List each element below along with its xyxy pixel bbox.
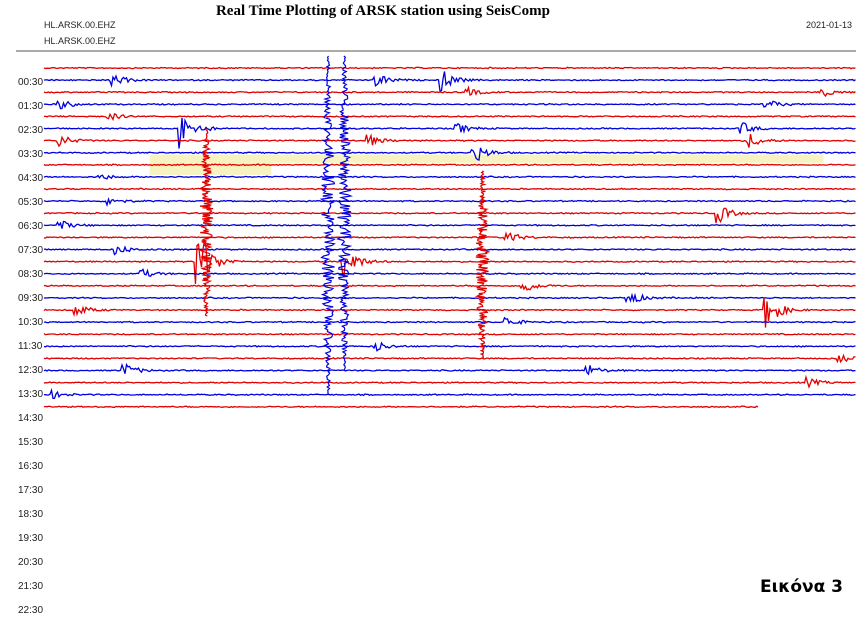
time-tick-label: 03:30 [18, 149, 43, 160]
time-tick-label: 18:30 [18, 509, 43, 520]
seismic-trace [43, 207, 856, 224]
chart-title: Real Time Plotting of ARSK station using… [216, 3, 550, 19]
trace-layer [43, 66, 856, 409]
time-tick-label: 16:30 [18, 461, 43, 472]
seismic-trace [43, 268, 856, 278]
stream-label-bottom: HL.ARSK.00.EHZ [44, 36, 116, 46]
seismic-trace [43, 292, 856, 304]
time-tick-label: 20:30 [18, 557, 43, 568]
seismic-trace [43, 231, 856, 242]
seismic-trace [43, 245, 856, 256]
seismic-trace [43, 71, 856, 92]
seismic-trace [43, 147, 856, 161]
seismic-trace [43, 297, 856, 328]
seismic-trace [43, 112, 856, 122]
seismic-trace [43, 117, 856, 149]
seismic-trace [43, 283, 856, 291]
time-tick-label: 05:30 [18, 197, 43, 208]
time-tick-label: 15:30 [18, 437, 43, 448]
earthquake-burst [198, 128, 214, 317]
seismic-trace [43, 316, 856, 326]
earthquake-burst [336, 55, 354, 371]
time-tick-label: 21:30 [18, 581, 43, 592]
time-tick-label: 09:30 [18, 293, 43, 304]
data-gap [271, 154, 824, 163]
time-tick-label: 12:30 [18, 365, 43, 376]
time-tick-label: 14:30 [18, 413, 43, 424]
earthquake-burst [474, 170, 491, 359]
seismic-trace [43, 133, 856, 148]
seismic-trace [43, 405, 759, 409]
seismic-trace [43, 163, 856, 167]
time-tick-label: 06:30 [18, 221, 43, 232]
seismic-trace [44, 100, 856, 110]
earthquake-burst [319, 55, 337, 396]
time-axis: 00:30 01:30 02:30 03:30 04:30 05:30 06:30 07:30… [18, 77, 43, 616]
seismic-trace [43, 197, 856, 207]
time-tick-label: 01:30 [18, 101, 43, 112]
time-tick-label: 13:30 [18, 389, 43, 400]
seismic-trace [43, 332, 856, 336]
time-tick-label: 22:30 [18, 605, 43, 616]
seismic-trace [43, 374, 856, 389]
seismic-trace [43, 353, 856, 364]
seismic-trace [43, 240, 856, 284]
seismic-trace [43, 85, 856, 98]
plot-date: 2021-01-13 [806, 20, 852, 30]
stream-label-top: HL.ARSK.00.EHZ [44, 20, 116, 30]
time-tick-label: 17:30 [18, 485, 43, 496]
time-tick-label: 19:30 [18, 533, 43, 544]
figure-caption: Εικόνα 3 [760, 577, 843, 597]
seismic-trace [43, 387, 856, 400]
seismic-trace [43, 220, 856, 229]
seismic-trace [43, 187, 856, 191]
time-tick-label: 04:30 [18, 173, 43, 184]
seismic-trace [43, 362, 856, 376]
event-layer [198, 55, 491, 396]
seismic-trace [43, 174, 856, 180]
seismic-trace [43, 66, 856, 70]
time-tick-label: 11:30 [18, 341, 43, 352]
time-tick-label: 07:30 [18, 245, 43, 256]
time-tick-label: 08:30 [18, 269, 43, 280]
time-tick-label: 00:30 [18, 77, 43, 88]
time-tick-label: 10:30 [18, 317, 43, 328]
seismic-trace [43, 341, 856, 352]
time-tick-label: 02:30 [18, 125, 43, 136]
